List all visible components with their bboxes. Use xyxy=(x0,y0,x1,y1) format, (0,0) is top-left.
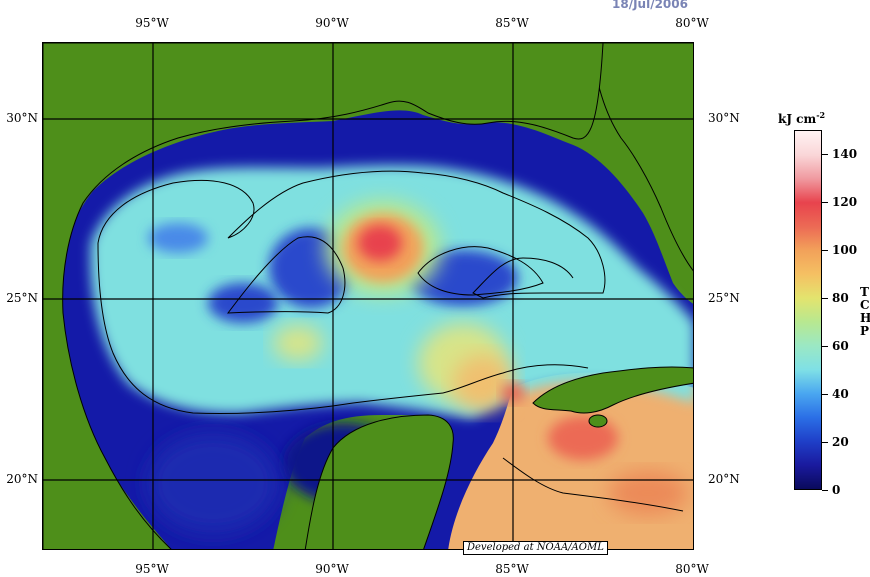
colorbar-tick-80 xyxy=(822,298,828,299)
lon-label-80w-bottom: 80°W xyxy=(675,562,709,576)
legend-title-letter-h: H xyxy=(860,311,870,325)
lon-label-90w-top: 90°W xyxy=(315,16,349,30)
contour-loop xyxy=(442,364,589,394)
colorbar-label-100: 100 xyxy=(832,243,858,257)
contour-lines xyxy=(97,170,684,512)
colorbar-tick-100 xyxy=(822,250,828,251)
isle-of-youth xyxy=(588,414,608,428)
mexico-coast xyxy=(43,43,604,549)
warm-core xyxy=(358,225,402,261)
loop-current-orange xyxy=(453,355,513,411)
yucatan-peninsula xyxy=(304,414,454,549)
ocean-heat-field xyxy=(57,110,693,549)
lat-label-25n-left: 25°N xyxy=(6,291,38,305)
legend-title-letter-t: T xyxy=(860,285,869,299)
colorbar-label-120: 120 xyxy=(832,195,858,209)
legend-unit-text: kJ cm xyxy=(778,112,817,126)
florida-peninsula xyxy=(597,43,693,272)
colorbar-label-80: 80 xyxy=(832,291,849,305)
cool-patch-west xyxy=(148,223,208,253)
colorbar-tick-40 xyxy=(822,394,828,395)
lon-label-95w-top: 95°W xyxy=(135,16,169,30)
colorbar-tick-20 xyxy=(822,442,828,443)
southwest-gulf-cold xyxy=(148,433,278,533)
legend-title: T C H P xyxy=(860,286,870,338)
lon-label-95w-bottom: 95°W xyxy=(135,562,169,576)
colorbar-tick-140 xyxy=(822,154,828,155)
land-masses xyxy=(43,43,693,549)
lat-label-20n-right: 20°N xyxy=(708,472,740,486)
colorbar-tick-0 xyxy=(822,490,828,491)
lat-label-20n-left: 20°N xyxy=(6,472,38,486)
cold-eddy-southwest xyxy=(208,283,278,323)
legend-unit: kJ cm-2 xyxy=(778,110,825,126)
lat-label-30n-left: 30°N xyxy=(6,111,38,125)
caribbean-warm-core xyxy=(548,416,618,460)
contour-caribbean xyxy=(502,457,684,512)
tchp-map xyxy=(43,43,693,549)
map-frame xyxy=(42,42,694,550)
colorbar-tick-60 xyxy=(822,346,828,347)
contour-west-eddy xyxy=(226,236,346,314)
colorbar-label-60: 60 xyxy=(832,339,849,353)
caribbean-warm-east xyxy=(608,471,688,515)
colorbar-label-0: 0 xyxy=(832,483,841,497)
lon-label-90w-bottom: 90°W xyxy=(315,562,349,576)
contour-main xyxy=(97,170,606,415)
legend-title-letter-c: C xyxy=(860,298,870,312)
lon-label-80w-top: 80°W xyxy=(675,16,709,30)
warm-patch-central xyxy=(273,325,323,361)
colorbar xyxy=(794,130,822,490)
cuba xyxy=(532,366,693,414)
lon-label-85w-top: 85°W xyxy=(495,16,529,30)
legend-unit-exponent: -2 xyxy=(816,110,826,120)
credit-label: Developed at NOAA/AOML xyxy=(463,541,608,555)
lat-label-25n-right: 25°N xyxy=(708,291,740,305)
colorbar-label-140: 140 xyxy=(832,147,858,161)
colorbar-tick-120 xyxy=(822,202,828,203)
colorbar-label-40: 40 xyxy=(832,387,849,401)
contour-east-eddy xyxy=(417,246,544,296)
lon-label-85w-bottom: 85°W xyxy=(495,562,529,576)
colorbar-label-20: 20 xyxy=(832,435,849,449)
lat-label-30n-right: 30°N xyxy=(708,111,740,125)
legend-title-letter-p: P xyxy=(860,324,870,338)
map-date: 18/Jul/2006 xyxy=(612,0,688,11)
graticule xyxy=(43,43,693,549)
